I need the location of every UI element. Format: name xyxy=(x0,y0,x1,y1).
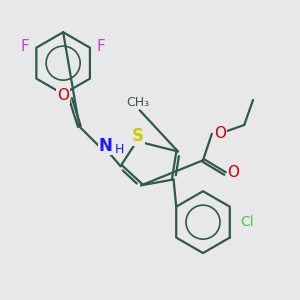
Text: F: F xyxy=(21,39,30,54)
Text: F: F xyxy=(97,39,106,54)
Text: S: S xyxy=(132,127,144,145)
Text: N: N xyxy=(99,136,113,154)
Text: O: O xyxy=(57,88,69,103)
Text: Cl: Cl xyxy=(240,215,254,229)
Text: O: O xyxy=(214,126,226,141)
Text: CH₃: CH₃ xyxy=(127,95,150,109)
Text: O: O xyxy=(227,165,239,180)
Text: H: H xyxy=(114,142,124,156)
